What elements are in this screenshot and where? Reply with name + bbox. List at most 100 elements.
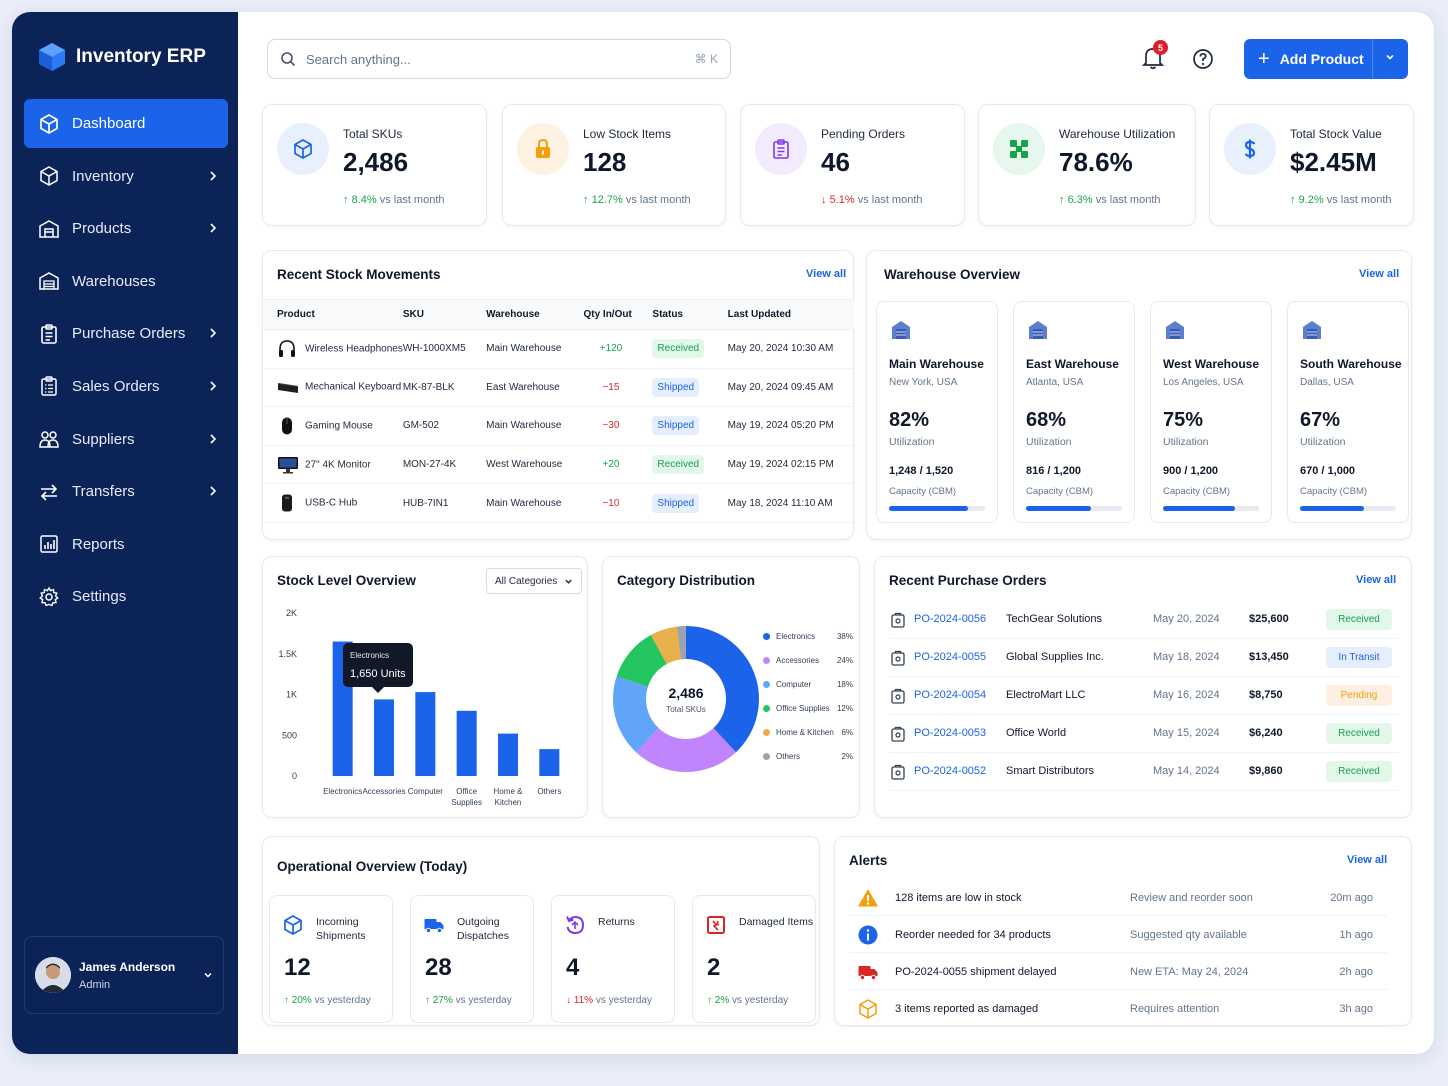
utilization-label: Utilization xyxy=(1026,436,1072,448)
status-badge: Received xyxy=(1326,761,1392,782)
add-product-button[interactable]: + Add Product xyxy=(1244,39,1408,79)
tile-change-value: 11% xyxy=(573,995,594,1006)
slice-office-supplies[interactable] xyxy=(616,635,667,687)
monitor-icon xyxy=(277,455,298,475)
category-filter-select[interactable]: All Categories xyxy=(486,568,582,594)
table-row[interactable]: Gaming Mouse GM-502 Main Warehouse −30 Shipp… xyxy=(263,406,855,446)
legend-item: Electronics 38% xyxy=(763,632,853,641)
tooltip-category: Electronics xyxy=(350,651,389,660)
sidebar-item-dashboard[interactable]: Dashboard xyxy=(24,99,228,148)
alert-item[interactable]: 128 items are low in stock Review and reo… xyxy=(849,879,1387,916)
alert-item[interactable]: PO-2024-0055 shipment delayed New ETA: Ma… xyxy=(849,953,1387,990)
table-row[interactable]: USB-C Hub HUB-7IN1 Main Warehouse −10 Shippe… xyxy=(263,483,855,523)
product-cell: Gaming Mouse xyxy=(263,406,403,446)
sidebar-item-label: Dashboard xyxy=(72,115,146,132)
view-all-link[interactable]: View all xyxy=(1347,854,1388,866)
tile-value: 2 xyxy=(707,954,721,981)
warehouse-location: New York, USA xyxy=(889,377,958,388)
x-tick-label: Accessories xyxy=(362,787,405,796)
alert-time: 1h ago xyxy=(1339,929,1373,941)
search-input[interactable]: Search anything... xyxy=(306,51,411,67)
warehouse-card[interactable]: West Warehouse Los Angeles, USA 75% Utiliza… xyxy=(1150,301,1272,523)
legend-item: Computer 18% xyxy=(763,680,853,689)
slice-home-kitchen[interactable] xyxy=(650,626,681,664)
bar-office-supplies[interactable] xyxy=(456,710,477,776)
utilization-value: 67% xyxy=(1300,409,1341,431)
utilization-bar-fill xyxy=(889,506,968,511)
status-cell: Shipped xyxy=(652,368,728,408)
view-all-link[interactable]: View all xyxy=(806,268,847,280)
list-item[interactable]: PO-2024-0056 TechGear Solutions May 20, 20… xyxy=(889,601,1399,639)
po-number-link[interactable]: PO-2024-0054 xyxy=(914,689,987,701)
bar-others[interactable] xyxy=(539,749,560,776)
y-tick-label: 1K xyxy=(286,690,297,700)
sidebar-item-warehouses[interactable]: Warehouses xyxy=(24,257,228,306)
stat-change-suffix: vs last month xyxy=(857,194,923,206)
slice-accessories[interactable] xyxy=(636,728,736,772)
sidebar-item-suppliers[interactable]: Suppliers xyxy=(24,415,228,464)
bar-computer[interactable] xyxy=(415,692,436,776)
sku-cell: MON-27-4K xyxy=(402,445,487,485)
chevron-right-icon xyxy=(208,484,218,501)
bar-accessories[interactable] xyxy=(374,699,394,776)
view-all-link[interactable]: View all xyxy=(1356,574,1397,586)
chevron-down-icon[interactable] xyxy=(1384,51,1396,63)
po-number-link[interactable]: PO-2024-0055 xyxy=(914,651,987,663)
list-item[interactable]: PO-2024-0052 Smart Distributors May 14, 20… xyxy=(889,753,1399,791)
x-tick-label: Kitchen xyxy=(495,798,522,807)
capacity-value: 816 / 1,200 xyxy=(1026,465,1082,477)
table-row[interactable]: Mechanical Keyboard MK-87-BLK East Warehou… xyxy=(263,368,855,408)
sidebar-item-transfers[interactable]: Transfers xyxy=(24,467,228,516)
tile-change-suffix: vs yesterday xyxy=(455,995,512,1006)
search-box[interactable]: Search anything... ⌘ K xyxy=(267,39,731,79)
warehouse-card[interactable]: South Warehouse Dallas, USA 67% Utilization… xyxy=(1287,301,1409,523)
sidebar-item-reports[interactable]: Reports xyxy=(24,520,228,569)
slice-electronics[interactable] xyxy=(686,626,759,753)
view-all-link[interactable]: View all xyxy=(1359,268,1400,280)
list-item[interactable]: PO-2024-0053 Office World May 15, 2024 $6,2… xyxy=(889,715,1399,753)
sidebar-item-sales-orders[interactable]: Sales Orders xyxy=(24,362,228,411)
po-number-link[interactable]: PO-2024-0052 xyxy=(914,765,987,777)
sidebar-item-inventory[interactable]: Inventory xyxy=(24,152,228,201)
chevron-down-icon xyxy=(565,579,572,584)
arrow-up-icon: ↑ xyxy=(343,194,352,206)
help-button[interactable] xyxy=(1192,48,1214,73)
slice-computer[interactable] xyxy=(613,676,659,753)
card-title: Recent Stock Movements xyxy=(277,267,441,282)
cube-icon xyxy=(282,914,304,939)
warehouse-location: Dallas, USA xyxy=(1300,377,1354,388)
alert-item[interactable]: Reorder needed for 34 products Suggested … xyxy=(849,916,1387,953)
app-logo[interactable]: Inventory ERP xyxy=(38,42,206,72)
user-profile[interactable]: James Anderson Admin xyxy=(24,936,224,1014)
list-item[interactable]: PO-2024-0055 Global Supplies Inc. May 18, … xyxy=(889,639,1399,677)
alert-item[interactable]: 3 items reported as damaged Requires atte… xyxy=(849,990,1387,1027)
legend-value: 2% xyxy=(841,752,853,761)
sidebar-item-purchase-orders[interactable]: Purchase Orders xyxy=(24,309,228,358)
hub-icon xyxy=(277,493,297,513)
warehouse-card[interactable]: East Warehouse Atlanta, USA 68% Utilization… xyxy=(1013,301,1135,523)
slice-others[interactable] xyxy=(676,626,686,660)
stat-card-pending-orders: Pending Orders 46 ↓ 5.1% vs last month xyxy=(740,104,965,226)
bar-home-kitchen[interactable] xyxy=(498,733,518,776)
movements-table: Product SKU Warehouse Qty In/Out Status Last … xyxy=(263,299,855,523)
sidebar-item-products[interactable]: Products xyxy=(24,204,228,253)
alert-detail: Review and reorder soon xyxy=(1130,892,1253,904)
table-row[interactable]: Wireless Headphones WH-1000XM5 Main Wareho… xyxy=(263,329,855,369)
notifications-button[interactable]: 5 xyxy=(1141,40,1168,73)
list-item[interactable]: PO-2024-0054 ElectroMart LLC May 16, 2024 $… xyxy=(889,677,1399,715)
po-number-link[interactable]: PO-2024-0056 xyxy=(914,613,987,625)
sidebar-item-label: Inventory xyxy=(72,167,134,185)
card-title: Stock Level Overview xyxy=(277,573,416,588)
stat-label: Total SKUs xyxy=(343,127,403,141)
x-tick-label: Office xyxy=(456,787,477,796)
po-number-link[interactable]: PO-2024-0053 xyxy=(914,727,987,739)
table-row[interactable]: 27" 4K Monitor MON-27-4K West Warehouse +20… xyxy=(263,445,855,485)
tile-label: Incoming Shipments xyxy=(316,916,366,942)
warehouse-card[interactable]: Main Warehouse New York, USA 82% Utilizatio… xyxy=(876,301,998,523)
capacity-label: Capacity (CBM) xyxy=(889,486,957,497)
sku-cell: WH-1000XM5 xyxy=(402,329,487,369)
clipboard-icon xyxy=(891,688,905,707)
sidebar-item-settings[interactable]: Settings xyxy=(24,572,228,621)
sku-cell: GM-502 xyxy=(402,406,487,446)
